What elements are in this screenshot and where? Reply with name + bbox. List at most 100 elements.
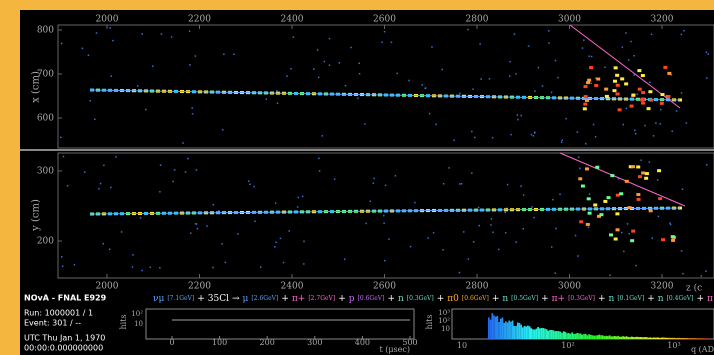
noise-hit bbox=[623, 124, 625, 126]
noise-hit bbox=[112, 40, 114, 42]
shower-hit bbox=[661, 238, 665, 241]
shower-hit bbox=[657, 169, 661, 172]
noise-hit bbox=[429, 113, 431, 115]
noise-hit bbox=[253, 186, 255, 188]
axis-label: hits bbox=[425, 314, 434, 329]
noise-hit bbox=[467, 29, 469, 31]
noise-hit bbox=[110, 187, 112, 189]
noise-hit bbox=[249, 184, 251, 186]
y-tick-label: 10² bbox=[438, 317, 450, 325]
shower-hit bbox=[671, 239, 675, 242]
noise-hit bbox=[552, 199, 554, 201]
noise-hit bbox=[670, 224, 672, 226]
noise-hit bbox=[334, 178, 336, 180]
z-tick-label: 2600 bbox=[373, 282, 396, 292]
noise-hit bbox=[591, 56, 593, 58]
noise-hit bbox=[414, 202, 416, 204]
noise-hit bbox=[286, 75, 288, 77]
charge-bar bbox=[684, 338, 686, 339]
charge-bar bbox=[551, 330, 553, 339]
noise-hit bbox=[559, 194, 561, 196]
charge-bar bbox=[531, 328, 533, 339]
x-tick-label: 300 bbox=[307, 338, 322, 347]
noise-hit bbox=[276, 90, 278, 92]
shower-hit bbox=[628, 206, 632, 209]
noise-hit bbox=[510, 134, 512, 136]
noise-hit bbox=[590, 83, 592, 85]
noise-hit bbox=[515, 73, 517, 75]
shower-hit bbox=[615, 74, 619, 77]
charge-bar bbox=[607, 336, 609, 339]
charge-bar bbox=[612, 336, 614, 339]
charge-bar bbox=[701, 338, 703, 339]
charge-bar bbox=[706, 338, 708, 339]
axis-label: y (cm) bbox=[31, 199, 42, 232]
charge-bar bbox=[600, 335, 602, 339]
z-tick-label: 2000 bbox=[96, 15, 119, 25]
charge-bar bbox=[583, 334, 585, 339]
noise-hit bbox=[660, 123, 662, 125]
noise-hit bbox=[140, 217, 142, 219]
noise-hit bbox=[172, 181, 174, 183]
noise-hit bbox=[274, 246, 276, 248]
noise-hit bbox=[585, 143, 587, 145]
noise-hit bbox=[463, 231, 465, 233]
reaction-token: [0.3GeV] bbox=[568, 295, 595, 302]
z-tick-label: 2200 bbox=[188, 282, 211, 292]
charge-bar bbox=[656, 337, 658, 339]
shower-hit bbox=[637, 69, 641, 72]
charge-bar bbox=[541, 328, 543, 339]
noise-hit bbox=[628, 59, 630, 61]
shower-hit bbox=[616, 84, 620, 87]
noise-hit bbox=[557, 77, 559, 79]
noise-hit bbox=[578, 156, 580, 158]
noise-hit bbox=[577, 131, 579, 133]
noise-hit bbox=[625, 32, 627, 34]
reaction-token: νμ bbox=[153, 294, 164, 304]
noise-hit bbox=[298, 197, 300, 199]
charge-bar bbox=[582, 335, 584, 339]
noise-hit bbox=[582, 47, 584, 49]
z-tick-label: 3000 bbox=[558, 282, 581, 292]
noise-hit bbox=[459, 272, 461, 274]
charge-bar bbox=[546, 329, 548, 339]
noise-hit bbox=[682, 273, 684, 275]
noise-hit bbox=[425, 87, 427, 89]
charge-bar bbox=[527, 326, 529, 339]
noise-hit bbox=[520, 115, 522, 117]
noise-hit bbox=[604, 67, 606, 69]
charge-bar bbox=[634, 337, 636, 339]
noise-hit bbox=[533, 135, 535, 137]
x-tick-label: 10² bbox=[561, 341, 574, 350]
shower-hit bbox=[641, 102, 645, 105]
shower-hit bbox=[585, 167, 589, 170]
noise-hit bbox=[489, 78, 491, 80]
charge-bar bbox=[554, 331, 556, 339]
charge-bar bbox=[680, 338, 682, 339]
shower-hit bbox=[645, 172, 649, 175]
noise-hit bbox=[293, 36, 295, 38]
noise-hit bbox=[633, 74, 635, 76]
shower-hit bbox=[638, 175, 642, 178]
noise-hit bbox=[682, 189, 684, 191]
shower-hit bbox=[630, 105, 634, 108]
charge-bar bbox=[561, 333, 563, 339]
noise-hit bbox=[554, 272, 556, 274]
noise-hit bbox=[517, 119, 519, 121]
noise-hit bbox=[498, 249, 500, 251]
z-tick-label: 3200 bbox=[651, 282, 674, 292]
noise-hit bbox=[505, 212, 507, 214]
noise-hit bbox=[491, 218, 493, 220]
noise-hit bbox=[324, 61, 326, 63]
noise-hit bbox=[195, 55, 197, 57]
charge-bar bbox=[576, 333, 578, 339]
noise-hit bbox=[588, 227, 590, 229]
x-tick-label: 200 bbox=[260, 338, 275, 347]
noise-hit bbox=[660, 109, 662, 111]
axis-label: q (AD bbox=[691, 345, 714, 354]
shower-hit bbox=[596, 77, 600, 80]
noise-hit bbox=[100, 183, 102, 185]
charge-bar bbox=[650, 337, 652, 339]
noise-hit bbox=[364, 123, 366, 125]
noise-hit bbox=[652, 237, 654, 239]
